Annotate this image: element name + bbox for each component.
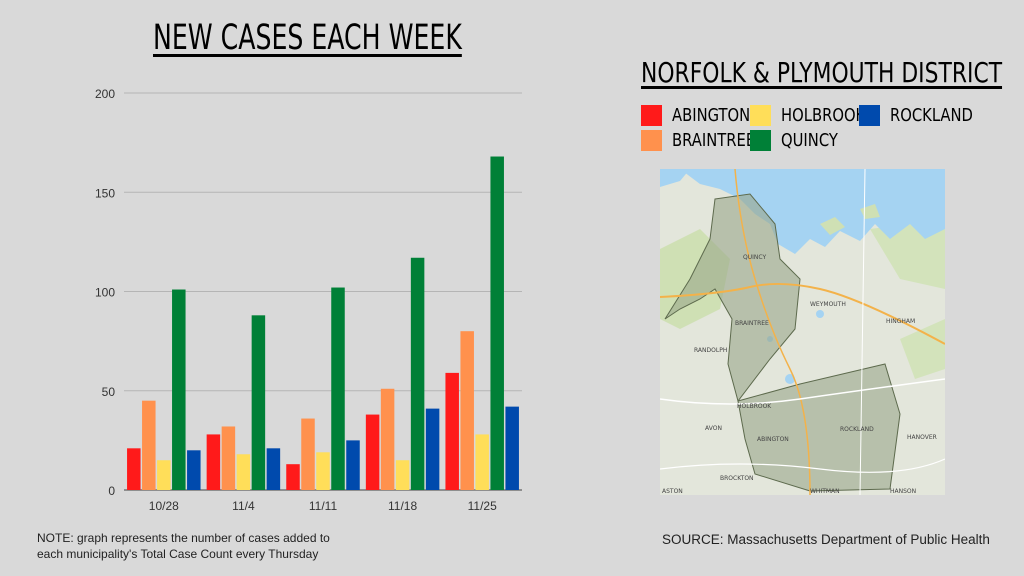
map-label-quincy: QUINCY [743, 254, 766, 261]
bar-rockland-0 [187, 450, 201, 490]
legend-label: ABINGTON [672, 105, 751, 126]
legend-swatch [641, 130, 662, 151]
bar-braintree-2 [301, 418, 315, 490]
legend-swatch [750, 105, 771, 126]
bar-rockland-3 [425, 408, 440, 490]
legend-label: QUINCY [781, 130, 838, 151]
chart-title: NEW CASES EACH WEEK [153, 18, 462, 58]
map-label-weymouth: WEYMOUTH [810, 301, 846, 308]
bar-holbrook-3 [395, 460, 410, 490]
bar-quincy-3 [410, 257, 425, 490]
map-label-hanson: HANSON [890, 488, 916, 495]
bar-braintree-1 [221, 426, 236, 490]
legend-label: HOLBROOK [781, 105, 866, 126]
source-text: SOURCE: Massachusetts Department of Publ… [662, 532, 990, 547]
bar-holbrook-2 [316, 452, 330, 490]
map-label-brockton: BROCKTON [720, 475, 754, 482]
bar-rockland-4 [505, 406, 519, 490]
x-tick-label: 11/11 [309, 499, 338, 513]
map-label-avon: AVON [705, 425, 722, 432]
map-label-braintree: BRAINTREE [735, 320, 769, 327]
map-label-abington: ABINGTON [757, 436, 789, 443]
district-map: QUINCY WEYMOUTH BRAINTREE RANDOLPH HOLBR… [660, 169, 945, 495]
legend-swatch [750, 130, 771, 151]
bar-abington-1 [206, 434, 221, 490]
chart-note: NOTE: graph represents the number of cas… [37, 531, 330, 561]
bar-quincy-4 [490, 156, 504, 490]
bar-abington-4 [445, 372, 459, 490]
bar-chart: 0 50 100 150 200 10/28 11/4 11/11 11/18 11/25 [95, 87, 522, 513]
map-label-hanover: HANOVER [907, 434, 937, 441]
x-tick-label: 11/25 [468, 499, 497, 513]
y-tick-label: 50 [102, 385, 116, 399]
bar-braintree-0 [142, 400, 156, 490]
bar-abington-3 [365, 414, 380, 490]
legend-swatch [859, 105, 880, 126]
y-tick-label: 100 [95, 286, 115, 300]
legend-title: NORFOLK & PLYMOUTH DISTRICT [641, 56, 1003, 89]
y-tick-label: 0 [108, 484, 115, 498]
x-tick-label: 11/18 [388, 499, 417, 513]
bar-abington-2 [286, 464, 300, 490]
x-tick-label: 11/4 [232, 499, 255, 513]
map-label-rockland: ROCKLAND [840, 426, 874, 433]
bar-quincy-1 [251, 315, 266, 490]
bar-rockland-2 [346, 440, 360, 490]
map-label-whitman: WHITMAN [810, 488, 840, 495]
map-label-easton: ASTON [662, 488, 683, 495]
bar-holbrook-4 [475, 434, 489, 490]
bar-quincy-0 [172, 289, 186, 490]
bar-quincy-2 [331, 287, 345, 490]
x-tick-label: 10/28 [149, 499, 179, 513]
y-tick-label: 150 [95, 186, 115, 200]
y-tick-label: 200 [95, 87, 115, 101]
map-label-holbrook: HOLBROOK [737, 403, 772, 410]
legend-label: BRAINTREE [672, 130, 756, 151]
map-label-hingham: HINGHAM [886, 318, 915, 325]
bar-braintree-4 [460, 331, 474, 490]
bar-holbrook-0 [157, 460, 171, 490]
bar-holbrook-1 [236, 454, 251, 490]
legend-swatch [641, 105, 662, 126]
bar-abington-0 [127, 448, 141, 490]
map-label-randolph: RANDOLPH [694, 347, 727, 354]
legend-label: ROCKLAND [890, 105, 973, 126]
bar-braintree-3 [380, 388, 395, 490]
map-graphic: QUINCY WEYMOUTH BRAINTREE RANDOLPH HOLBR… [660, 169, 945, 495]
bar-rockland-1 [266, 448, 281, 490]
